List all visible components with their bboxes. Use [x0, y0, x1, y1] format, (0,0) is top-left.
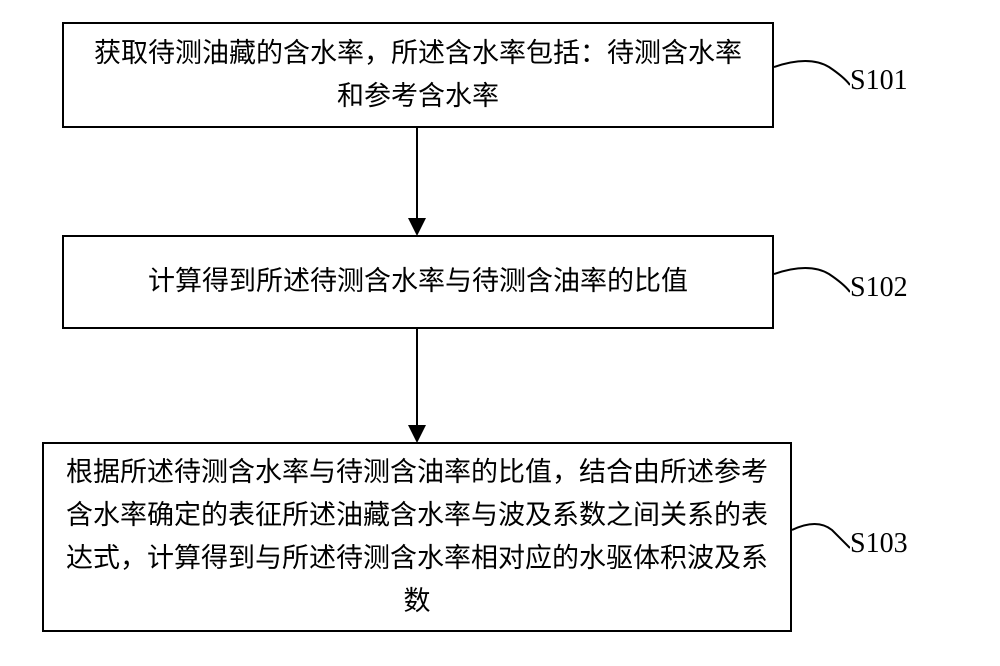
arrow-2-to-3 [408, 329, 426, 443]
flowchart-step-1: 获取待测油藏的含水率，所述含水率包括：待测含水率和参考含水率 [62, 22, 774, 128]
flowchart-step-3: 根据所述待测含水率与待测含油率的比值，结合由所述参考含水率确定的表征所述油藏含水… [42, 442, 792, 632]
step-3-text: 根据所述待测含水率与待测含油率的比值，结合由所述参考含水率确定的表征所述油藏含水… [64, 451, 770, 624]
flowchart-step-2: 计算得到所述待测含水率与待测含油率的比值 [62, 235, 774, 329]
label-curve-2 [774, 262, 850, 302]
step-1-text: 获取待测油藏的含水率，所述含水率包括：待测含水率和参考含水率 [84, 32, 752, 118]
step-1-label: S101 [850, 65, 908, 97]
step-3-label: S103 [850, 528, 908, 560]
arrow-1-to-2 [408, 128, 426, 236]
step-2-label: S102 [850, 272, 908, 304]
label-curve-1 [774, 55, 850, 95]
label-curve-3 [792, 518, 850, 558]
step-2-text: 计算得到所述待测含水率与待测含油率的比值 [148, 260, 688, 303]
